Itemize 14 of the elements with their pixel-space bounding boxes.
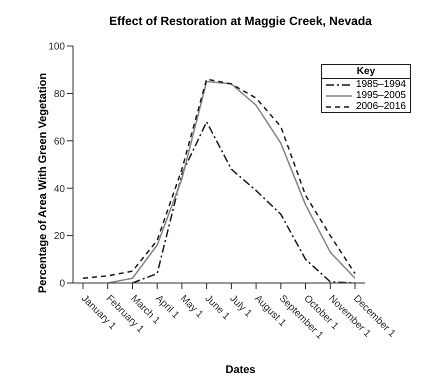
chart-title: Effect of Restoration at Maggie Creek, Nevada xyxy=(108,14,373,28)
y-tick-label: 40 xyxy=(54,184,66,195)
legend-label: 2006–2016 xyxy=(356,101,406,112)
legend-label: 1995–2005 xyxy=(356,90,406,101)
y-tick-label: 100 xyxy=(48,42,66,53)
x-tick-label: May 1 xyxy=(178,293,206,321)
y-axis-title: Percentage of Area With Green Vegetation xyxy=(37,72,49,296)
legend-title: Key xyxy=(322,65,410,79)
y-tick-label: 20 xyxy=(54,231,66,242)
y-tick-label: 80 xyxy=(54,88,66,100)
y-tick-label: 60 xyxy=(54,136,66,148)
x-axis-title: Dates xyxy=(224,364,256,376)
legend-label: 1985–1994 xyxy=(356,79,406,90)
y-tick-label: 0 xyxy=(59,278,66,290)
